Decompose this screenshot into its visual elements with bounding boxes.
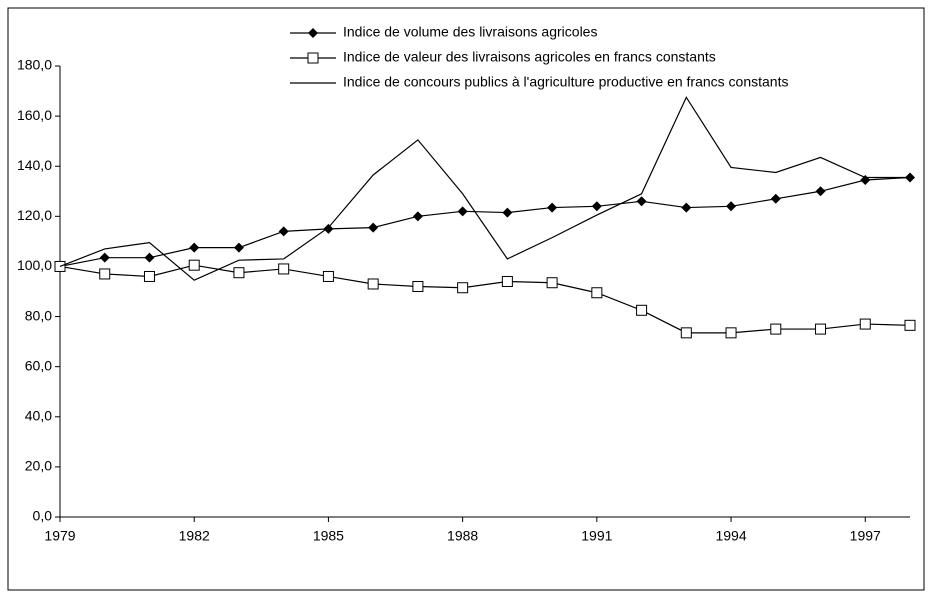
y-tick-label: 100,0 [17,257,52,273]
data-point [591,287,603,299]
chart-frame [7,7,925,591]
data-point [412,280,424,292]
x-tick-label: 1985 [313,528,344,544]
x-tick-label: 1991 [581,528,612,544]
legend-marker [307,52,319,64]
legend-label: Indice de volume des livraisons agricole… [343,24,597,40]
data-point [726,201,737,212]
data-point [725,327,737,339]
series-line [59,264,911,334]
data-point [636,304,648,316]
x-tick-label: 1994 [715,528,746,544]
data-point [547,202,558,213]
legend-label: Indice de concours publics à l'agricultu… [343,74,788,90]
data-point [815,323,827,335]
y-tick-label: 80,0 [25,307,52,323]
y-tick-label: 120,0 [17,207,52,223]
x-tick-label: 1997 [850,528,881,544]
x-tick-label: 1988 [447,528,478,544]
data-point [233,267,245,279]
data-point [189,242,200,253]
data-point [770,193,781,204]
data-point [457,206,468,217]
data-point [815,186,826,197]
y-tick-label: 180,0 [17,57,52,73]
y-tick-label: 60,0 [25,357,52,373]
data-point [99,268,111,280]
data-point [99,252,110,263]
data-point [502,207,513,218]
data-point [323,223,334,234]
series-line [59,176,911,268]
legend-label: Indice de valeur des livraisons agricole… [343,49,716,65]
data-point [188,259,200,271]
legend-marker [308,28,318,38]
data-point [681,202,692,213]
y-tick-label: 160,0 [17,107,52,123]
data-point [233,242,244,253]
data-point [368,222,379,233]
data-point [770,323,782,335]
data-point [367,278,379,290]
data-point [412,211,423,222]
data-point [278,226,289,237]
data-point [501,275,513,287]
y-tick-label: 140,0 [17,157,52,173]
data-point [636,196,647,207]
data-point [143,270,155,282]
data-point [322,270,334,282]
y-tick-label: 20,0 [25,458,52,474]
series-line [59,96,910,281]
data-point [278,263,290,275]
y-tick-label: 0,0 [33,508,53,524]
data-point [859,318,871,330]
data-point [457,282,469,294]
data-point [144,252,155,263]
x-tick-label: 1979 [44,528,75,544]
data-point [904,319,916,331]
x-tick-label: 1982 [179,528,210,544]
data-point [680,327,692,339]
y-tick-label: 40,0 [25,407,52,423]
data-point [591,201,602,212]
data-point [546,277,558,289]
